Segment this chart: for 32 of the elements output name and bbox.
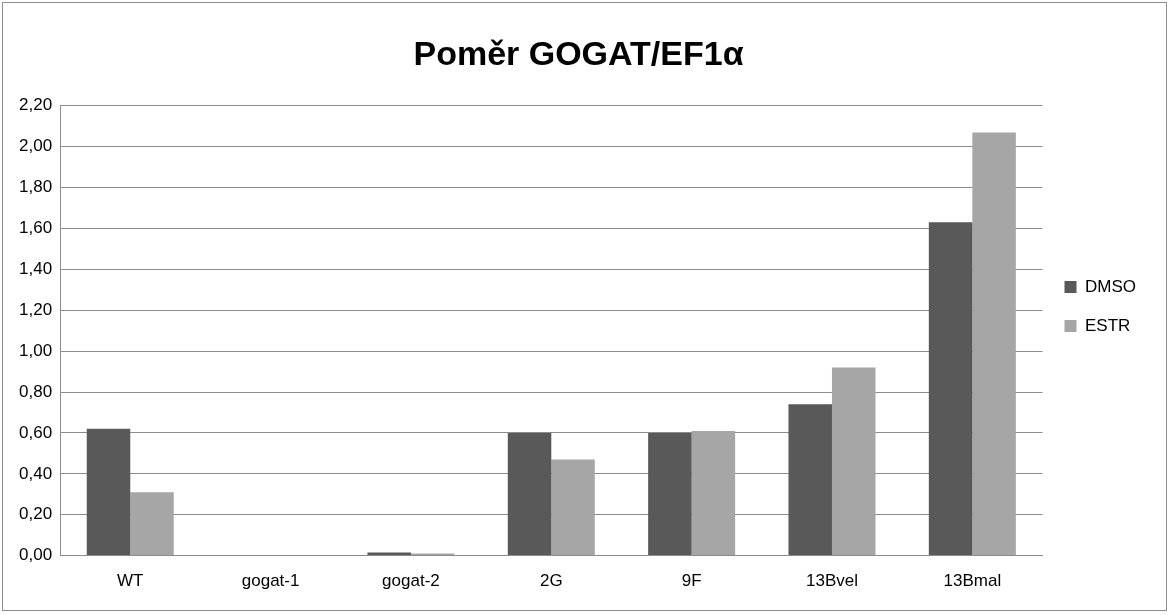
y-tick-label: 1,40: [18, 259, 53, 279]
x-tick-label: gogat-2: [382, 571, 440, 591]
x-tick-label: 13Bmal: [943, 571, 1002, 591]
x-tick-label: WT: [117, 571, 144, 591]
legend-label: ESTR: [1085, 315, 1131, 335]
y-tick-label: 0,40: [18, 463, 53, 483]
chart-title: Poměr GOGAT/EF1α: [413, 33, 744, 72]
bar: [831, 367, 876, 556]
y-tick-label: 0,20: [18, 504, 53, 524]
y-tick-label: 0,00: [18, 545, 53, 565]
legend-label: DMSO: [1085, 276, 1136, 296]
x-tick-label: 9F: [681, 571, 702, 591]
y-tick-label: 0,80: [18, 381, 53, 401]
bar: [928, 222, 973, 556]
bar: [788, 404, 832, 556]
y-tick-label: 2,20: [18, 95, 53, 115]
bar: [691, 430, 736, 556]
x-tick-label: 13Bvel: [805, 571, 858, 591]
x-tick-label: 2G: [539, 571, 563, 591]
bar: [648, 432, 692, 556]
y-tick-label: 1,60: [18, 218, 53, 238]
bar: [86, 428, 131, 556]
y-tick-label: 1,20: [18, 299, 53, 319]
bar: [130, 492, 174, 556]
y-tick-label: 1,00: [18, 340, 53, 360]
bar: [551, 459, 595, 556]
y-tick-label: 0,60: [18, 422, 53, 442]
y-tick-label: 1,80: [18, 177, 53, 197]
bar: [507, 432, 552, 556]
bar: [972, 132, 1016, 556]
y-tick-label: 2,00: [18, 136, 53, 156]
x-tick-label: gogat-1: [241, 571, 300, 591]
